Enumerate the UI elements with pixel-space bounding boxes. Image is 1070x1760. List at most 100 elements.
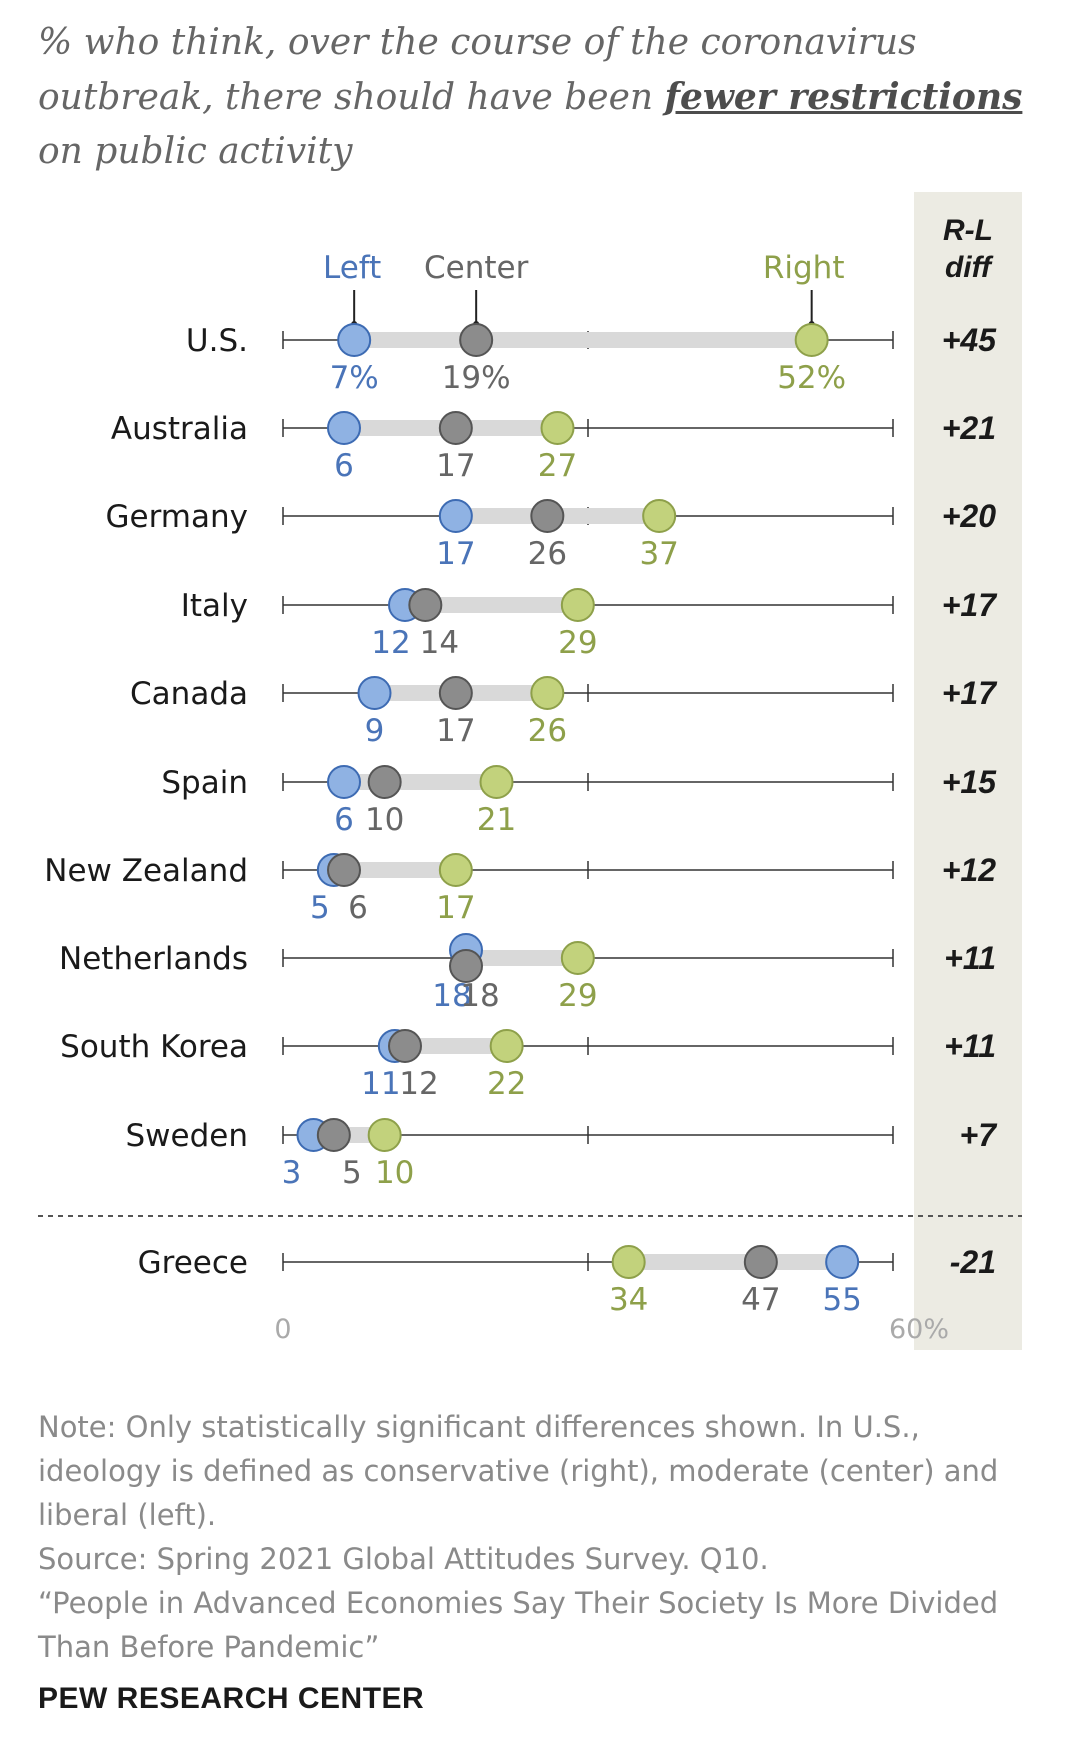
value-label-right-new-zealand: 17	[436, 890, 475, 926]
diff-value-u-s: +45	[942, 322, 997, 358]
value-label-right-sweden: 10	[375, 1155, 414, 1191]
value-label-left-spain: 6	[334, 802, 354, 838]
value-label-center-sweden: 5	[342, 1155, 362, 1191]
value-label-right-spain: 21	[477, 802, 516, 838]
value-label-left-canada: 9	[365, 713, 385, 749]
value-label-center-u-s: 19%	[442, 360, 511, 396]
dot-center-u-s	[459, 323, 494, 357]
diff-value-south-korea: +11	[944, 1028, 996, 1064]
country-label-greece: Greece	[138, 1245, 248, 1281]
dot-right-australia	[540, 411, 575, 445]
country-label-south-korea: South Korea	[60, 1029, 248, 1065]
dot-right-spain	[479, 765, 514, 799]
diff-value-greece: -21	[950, 1244, 996, 1280]
report-title: “People in Advanced Economies Say Their …	[38, 1586, 999, 1664]
value-label-left-south-korea: 11	[361, 1066, 400, 1102]
country-label-netherlands: Netherlands	[59, 941, 248, 977]
value-label-center-germany: 26	[528, 536, 567, 572]
value-label-left-germany: 17	[436, 536, 475, 572]
value-label-right-greece: 34	[609, 1282, 648, 1318]
diff-header-line2: diff	[945, 251, 994, 284]
dot-center-australia	[438, 411, 473, 445]
dot-left-spain	[327, 765, 361, 799]
country-label-canada: Canada	[130, 676, 248, 712]
dot-right-sweden	[367, 1118, 402, 1152]
diff-value-netherlands: +11	[944, 940, 996, 976]
country-label-spain: Spain	[161, 765, 248, 801]
value-label-left-new-zealand: 5	[310, 890, 330, 926]
title-text-end: on public activity	[38, 131, 353, 172]
dot-left-u-s	[337, 323, 372, 357]
dot-right-u-s	[794, 323, 829, 357]
country-label-u-s: U.S.	[186, 323, 248, 359]
value-label-left-greece: 55	[822, 1282, 861, 1318]
value-label-left-u-s: 7%	[330, 360, 379, 396]
title-text: % who think, over the course of the coro…	[38, 22, 917, 118]
value-label-center-new-zealand: 6	[348, 890, 368, 926]
legend-right: Right	[763, 250, 845, 286]
value-label-left-italy: 12	[371, 625, 410, 661]
diff-value-australia: +21	[942, 410, 996, 446]
note-text: Note: Only statistically significant dif…	[38, 1410, 999, 1532]
country-label-sweden: Sweden	[125, 1118, 248, 1154]
value-label-right-u-s: 52%	[777, 360, 846, 396]
dot-center-sweden	[316, 1118, 351, 1152]
x-tick-label-min: 0	[274, 1314, 291, 1345]
value-label-left-sweden: 3	[282, 1155, 302, 1191]
country-label-germany: Germany	[106, 499, 248, 535]
diff-column-panel	[914, 192, 1022, 1350]
value-label-right-canada: 26	[528, 713, 567, 749]
dot-right-germany	[642, 499, 677, 533]
diff-value-sweden: +7	[960, 1117, 999, 1153]
dot-center-new-zealand	[327, 853, 361, 887]
title-emphasis: fewer restrictions	[664, 76, 1023, 118]
value-label-center-italy: 14	[420, 625, 459, 661]
dot-left-germany	[438, 499, 473, 533]
value-label-right-south-korea: 22	[487, 1066, 526, 1102]
legend-left: Left	[323, 250, 381, 286]
x-tick-label-max: 60%	[889, 1314, 949, 1345]
source-text: Source: Spring 2021 Global Attitudes Sur…	[38, 1542, 769, 1576]
dot-right-south-korea	[489, 1029, 524, 1063]
value-label-center-spain: 10	[365, 802, 404, 838]
value-label-right-italy: 29	[558, 625, 597, 661]
dot-center-germany	[530, 499, 565, 533]
footnotes: Note: Only statistically significant dif…	[38, 1405, 1038, 1669]
dot-left-australia	[327, 411, 361, 445]
value-label-center-australia: 17	[436, 448, 475, 484]
value-label-left-netherlands: 18	[432, 978, 471, 1014]
dot-right-canada	[530, 676, 565, 710]
value-label-right-germany: 37	[639, 536, 678, 572]
dot-center-spain	[367, 765, 402, 799]
dot-left-canada	[357, 676, 392, 710]
dot-right-greece	[611, 1245, 646, 1279]
pew-logo-text: PEW RESEARCH CENTER	[38, 1682, 425, 1715]
dot-right-new-zealand	[438, 853, 473, 887]
value-label-center-canada: 17	[436, 713, 475, 749]
value-label-right-netherlands: 29	[558, 978, 597, 1014]
diff-value-germany: +20	[942, 498, 996, 534]
dot-right-netherlands	[560, 941, 595, 975]
diff-value-italy: +17	[942, 587, 998, 623]
legend-center: Center	[424, 250, 529, 286]
dot-center-italy	[408, 588, 443, 622]
diff-value-new-zealand: +12	[942, 852, 996, 888]
diff-value-canada: +17	[942, 675, 998, 711]
value-label-center-south-korea: 12	[399, 1066, 438, 1102]
dot-center-greece	[743, 1245, 778, 1279]
chart-title: % who think, over the course of the coro…	[38, 16, 1038, 179]
value-label-center-netherlands: 18	[460, 978, 499, 1014]
dot-center-south-korea	[388, 1029, 422, 1063]
value-label-center-greece: 47	[741, 1282, 780, 1318]
dot-center-netherlands	[449, 949, 483, 983]
country-label-new-zealand: New Zealand	[44, 853, 248, 889]
dot-plot-chart: R-L diff Left Center Right U.S. 7% 19% 52% +45 Aus…	[38, 192, 1022, 1350]
country-label-australia: Australia	[111, 411, 248, 447]
value-label-left-australia: 6	[334, 448, 354, 484]
value-label-right-australia: 27	[538, 448, 577, 484]
diff-header-line1: R-L	[943, 214, 993, 247]
diff-value-spain: +15	[942, 764, 997, 800]
dot-left-greece	[825, 1245, 860, 1279]
dot-right-italy	[560, 588, 595, 622]
dot-center-canada	[438, 676, 473, 710]
